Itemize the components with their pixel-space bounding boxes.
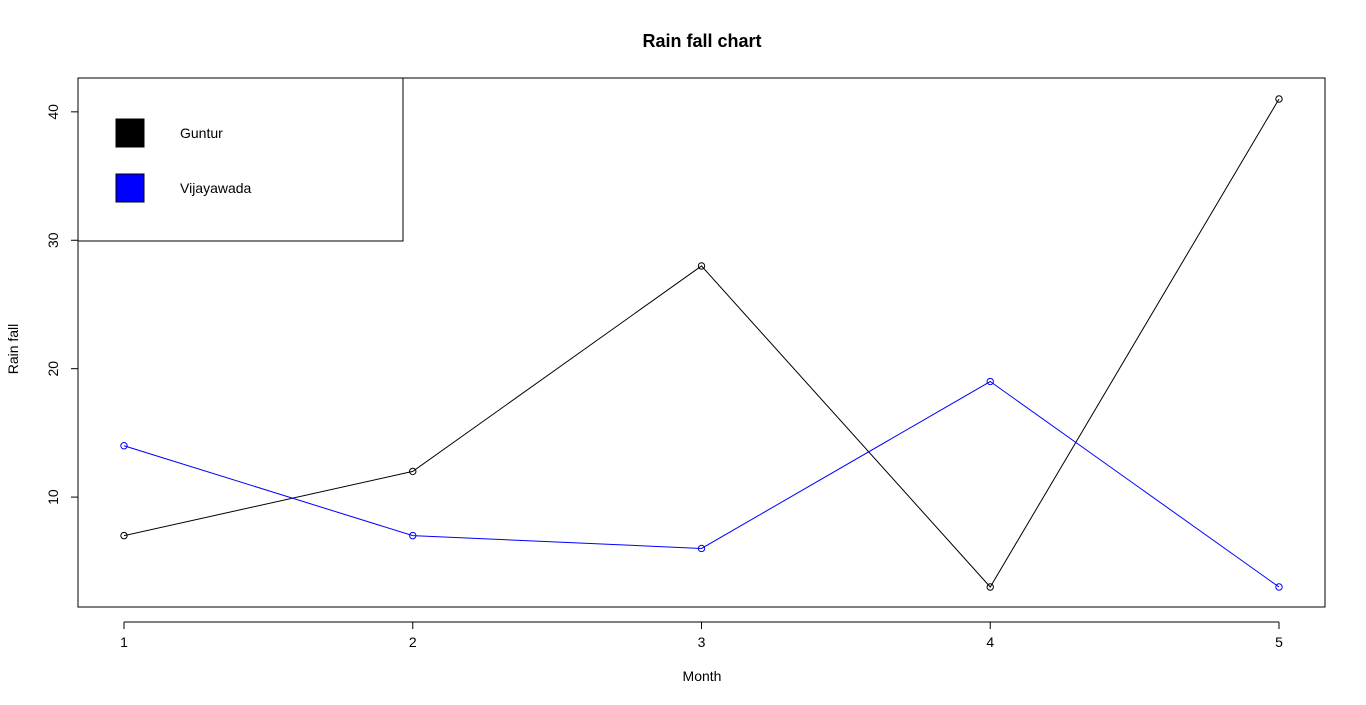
x-axis-label: Month — [683, 668, 722, 684]
chart-title: Rain fall chart — [642, 31, 761, 51]
series-line — [123, 380, 1280, 588]
data-point — [986, 377, 994, 386]
x-tick-label: 1 — [120, 634, 128, 650]
data-point — [1275, 95, 1283, 103]
y-axis: 10 20 30 40 — [45, 104, 79, 505]
legend-label: Guntur — [180, 125, 223, 141]
data-point — [1275, 583, 1283, 591]
y-tick-label: 40 — [45, 104, 61, 120]
x-tick-label: 3 — [698, 634, 706, 650]
x-tick-label: 2 — [409, 634, 417, 650]
x-tick-label: 5 — [1275, 634, 1283, 650]
data-point — [409, 467, 417, 476]
series-vijayawada — [120, 377, 1283, 591]
x-tick-label: 4 — [986, 634, 994, 650]
x-axis: 1 2 3 4 5 — [120, 621, 1283, 650]
legend-swatch — [115, 118, 145, 148]
data-point — [986, 583, 994, 591]
y-tick-label: 10 — [45, 489, 61, 505]
data-point — [697, 262, 706, 270]
data-point — [697, 544, 706, 553]
y-tick-label: 20 — [45, 361, 61, 377]
legend-box — [77, 77, 404, 242]
series-line — [123, 98, 1280, 588]
legend-swatch — [115, 173, 145, 203]
series-guntur — [120, 95, 1283, 591]
series-layer — [120, 95, 1283, 591]
data-point — [120, 442, 128, 450]
y-tick-label: 30 — [45, 232, 61, 248]
legend-label: Vijayawada — [180, 180, 252, 196]
y-axis-label: Rain fall — [5, 324, 21, 375]
data-point — [120, 531, 128, 540]
data-point — [409, 531, 417, 540]
legend: Guntur Vijayawada — [77, 77, 404, 242]
